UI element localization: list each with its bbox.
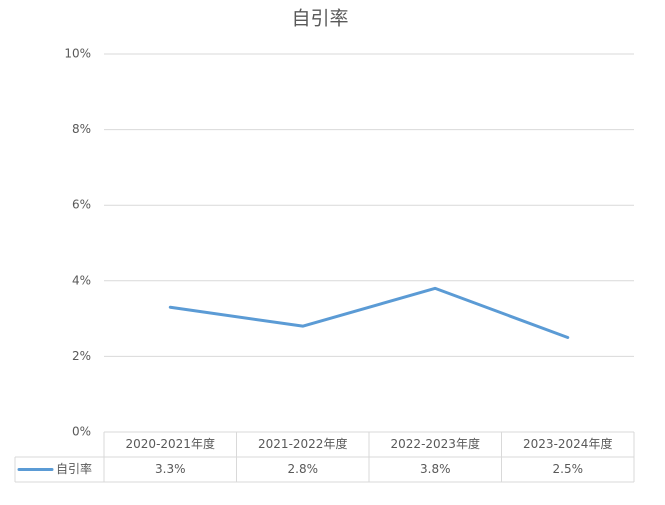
- x-tick-label: 2022-2023年度: [391, 436, 480, 451]
- data-table-value: 3.3%: [155, 462, 186, 476]
- legend-label: 自引率: [56, 461, 92, 476]
- data-table-value: 2.5%: [553, 462, 584, 476]
- y-tick-label: 6%: [72, 198, 91, 212]
- series-line: [168, 286, 570, 339]
- x-tick-label: 2023-2024年度: [523, 436, 612, 451]
- data-table-value: 2.8%: [288, 462, 319, 476]
- chart-title: 自引率: [291, 8, 348, 30]
- data-table-value: 3.8%: [420, 462, 451, 476]
- y-tick-label: 0%: [72, 425, 91, 439]
- y-tick-label: 8%: [72, 122, 91, 136]
- y-tick-label: 4%: [72, 273, 91, 287]
- x-tick-label: 2020-2021年度: [126, 436, 215, 451]
- y-tick-label: 2%: [72, 349, 91, 363]
- x-tick-label: 2021-2022年度: [258, 436, 347, 451]
- y-tick-label: 10%: [64, 47, 91, 61]
